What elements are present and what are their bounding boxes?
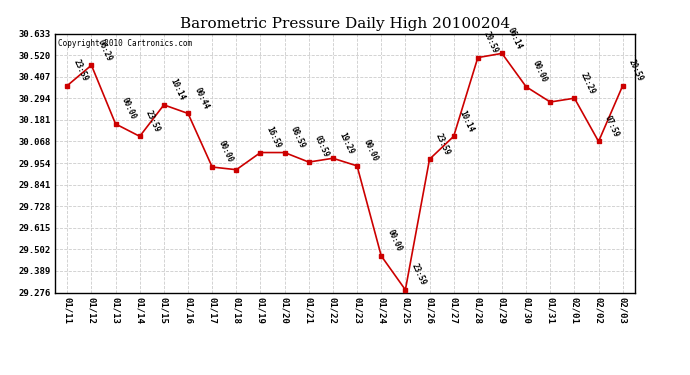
Text: 00:00: 00:00 bbox=[217, 140, 235, 164]
Text: 22:29: 22:29 bbox=[579, 70, 597, 95]
Text: 03:59: 03:59 bbox=[313, 135, 331, 159]
Text: 08:59: 08:59 bbox=[289, 125, 307, 150]
Title: Barometric Pressure Daily High 20100204: Barometric Pressure Daily High 20100204 bbox=[180, 17, 510, 31]
Text: 07:59: 07:59 bbox=[603, 114, 621, 139]
Text: 00:00: 00:00 bbox=[531, 59, 549, 84]
Text: 16:59: 16:59 bbox=[265, 125, 283, 150]
Text: 06:14: 06:14 bbox=[506, 26, 524, 51]
Text: 06:29: 06:29 bbox=[96, 38, 114, 62]
Text: 00:44: 00:44 bbox=[193, 86, 210, 111]
Text: 23:59: 23:59 bbox=[144, 109, 162, 134]
Text: 23:59: 23:59 bbox=[72, 58, 90, 83]
Text: 10:14: 10:14 bbox=[168, 77, 186, 102]
Text: 00:00: 00:00 bbox=[362, 138, 380, 163]
Text: 23:59: 23:59 bbox=[434, 132, 452, 156]
Text: 23:59: 23:59 bbox=[410, 262, 428, 287]
Text: 00:00: 00:00 bbox=[120, 96, 138, 121]
Text: 00:00: 00:00 bbox=[386, 228, 404, 253]
Text: 20:59: 20:59 bbox=[627, 58, 645, 83]
Text: 20:59: 20:59 bbox=[482, 30, 500, 55]
Text: 10:14: 10:14 bbox=[458, 109, 476, 134]
Text: 19:29: 19:29 bbox=[337, 131, 355, 156]
Text: Copyright 2010 Cartronics.com: Copyright 2010 Cartronics.com bbox=[58, 39, 193, 48]
